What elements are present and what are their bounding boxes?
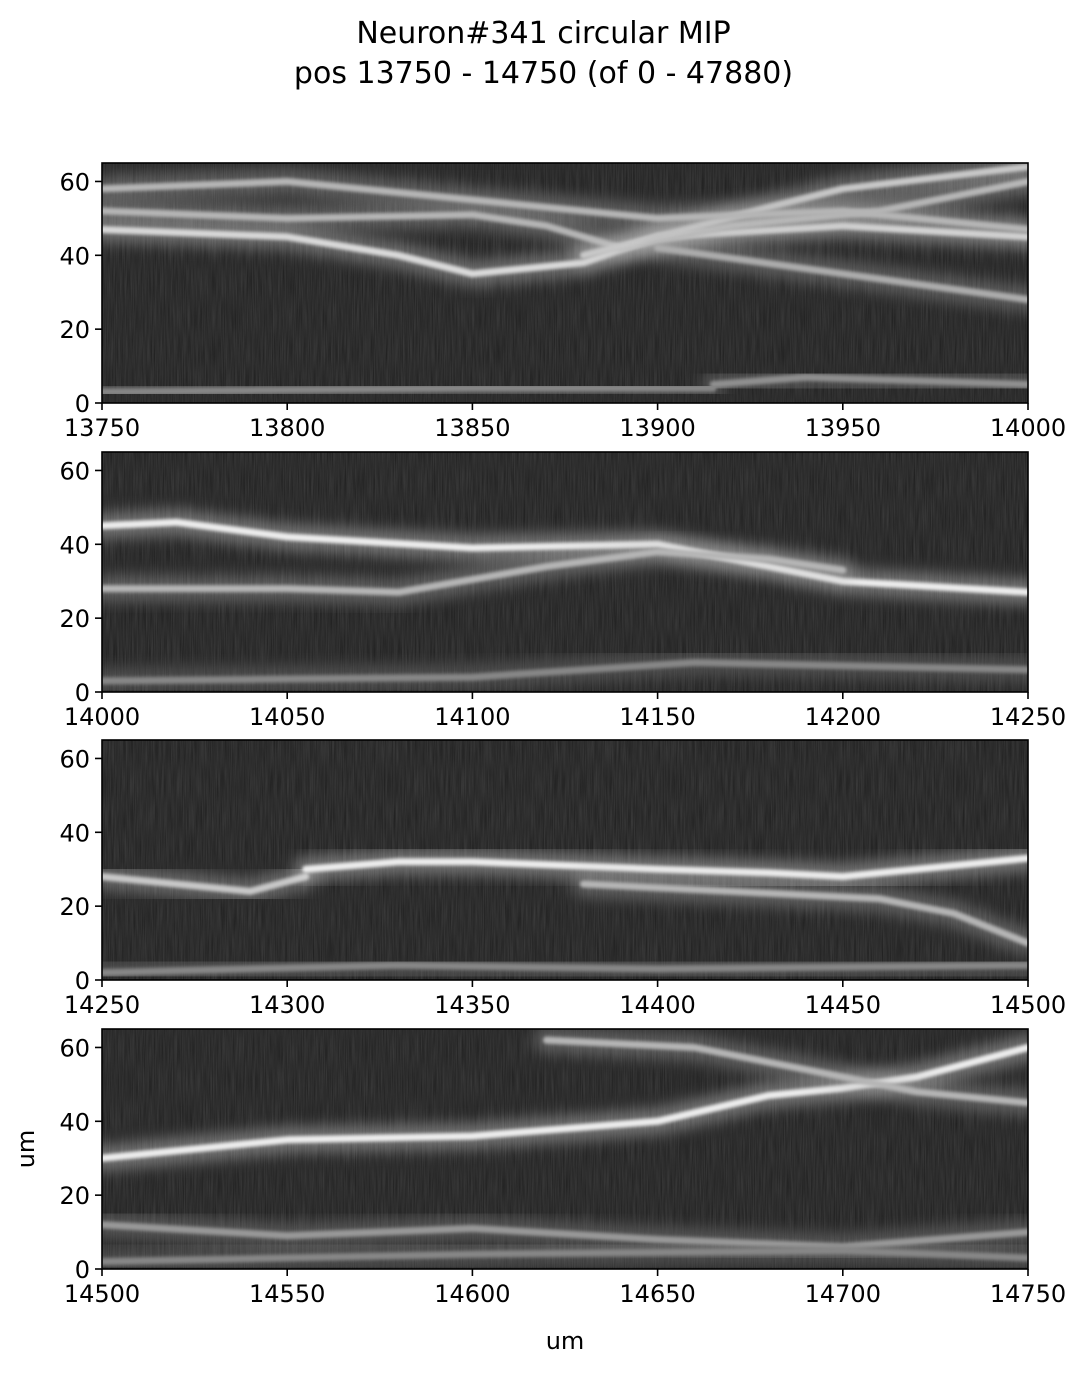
x-tick-label: 13850 [434, 414, 510, 442]
x-tick-label: 14550 [249, 1280, 325, 1308]
x-tick-label: 14150 [619, 703, 695, 731]
axes-frame [101, 1028, 1029, 1270]
chart-title-line1: Neuron#341 circular MIP [356, 16, 731, 51]
x-tick-label: 14250 [990, 703, 1066, 731]
y-tick-label: 60 [59, 745, 90, 773]
y-tick-label: 40 [59, 1108, 90, 1136]
x-tick-label: 14500 [64, 1280, 140, 1308]
y-tick-label: 60 [59, 457, 90, 485]
x-tick-label: 14450 [805, 991, 881, 1019]
y-tick-label: 0 [75, 1256, 90, 1284]
trace-line [102, 384, 717, 396]
x-tick-label: 13900 [619, 414, 695, 442]
y-axis-label: um [12, 1130, 40, 1169]
y-tick-label: 40 [59, 531, 90, 559]
trace-line [102, 178, 1028, 233]
trace-line [654, 244, 1028, 304]
y-tick-label: 60 [59, 168, 90, 196]
x-tick-label: 14100 [434, 703, 510, 731]
x-tick-label: 14050 [249, 703, 325, 731]
x-tick-label: 14600 [434, 1280, 510, 1308]
panel-3: 14250 14300 14350 14400 14450 14500 0 20 40 60 [59, 739, 1066, 1019]
heatmap-image [102, 163, 1028, 403]
axes-frame [101, 451, 1029, 693]
trace-line [543, 1036, 1028, 1107]
x-tick-label: 14350 [434, 991, 510, 1019]
x-tick-label: 14700 [805, 1280, 881, 1308]
trace-line [102, 659, 1028, 685]
x-tick-label: 14750 [990, 1280, 1066, 1308]
x-tick-label: 13950 [805, 414, 881, 442]
panel-4: 14500 14550 14600 14650 14700 14750 0 20 40 60 um u… [12, 1028, 1066, 1355]
y-tick-label: 20 [59, 893, 90, 921]
x-tick-label: 14650 [619, 1280, 695, 1308]
trace-line [302, 854, 1028, 881]
y-tick-label: 0 [75, 967, 90, 995]
y-tick-label: 60 [59, 1034, 90, 1062]
heatmap-image [102, 1029, 1028, 1269]
y-tick-label: 0 [75, 390, 90, 418]
trace-line [102, 961, 1028, 977]
trace-line [102, 548, 847, 596]
x-tick-label: 14400 [619, 991, 695, 1019]
trace-line [102, 1247, 1028, 1266]
x-tick-label: 13800 [249, 414, 325, 442]
y-tick-label: 20 [59, 1182, 90, 1210]
panel-1: 13750 13800 13850 13900 13950 14000 0 20 40 60 [59, 162, 1066, 442]
x-tick-label: 13750 [64, 414, 140, 442]
heatmap-image [102, 452, 1028, 692]
trace-line [102, 873, 310, 895]
trace-line [709, 373, 1028, 388]
x-tick-label: 14500 [990, 991, 1066, 1019]
heatmap-image [102, 740, 1028, 980]
axes-frame [101, 162, 1029, 404]
trace-line [580, 880, 1028, 947]
x-tick-label: 14200 [805, 703, 881, 731]
panel-2: 14000 14050 14100 14150 14200 14250 0 20 40 60 [59, 451, 1066, 731]
y-tick-label: 20 [59, 316, 90, 344]
x-tick-label: 14250 [64, 991, 140, 1019]
y-tick-label: 40 [59, 242, 90, 270]
x-tick-label: 14000 [64, 703, 140, 731]
x-tick-label: 14300 [249, 991, 325, 1019]
y-tick-label: 40 [59, 819, 90, 847]
y-tick-label: 0 [75, 679, 90, 707]
x-tick-label: 14000 [990, 414, 1066, 442]
chart-title-line2: pos 13750 - 14750 (of 0 - 47880) [293, 56, 794, 91]
axes-frame [101, 739, 1029, 981]
y-tick-label: 20 [59, 605, 90, 633]
x-axis-label: um [546, 1327, 585, 1355]
